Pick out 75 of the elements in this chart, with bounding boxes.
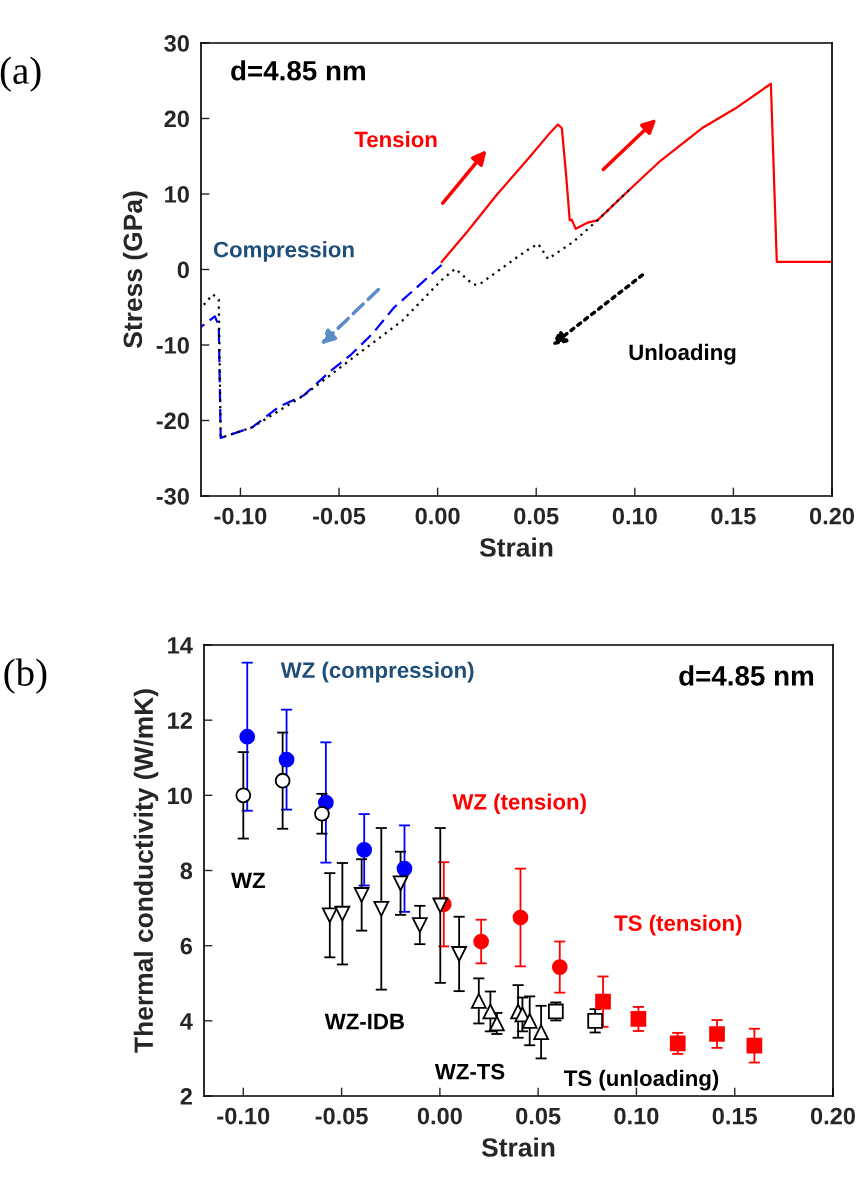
point bbox=[746, 1037, 763, 1054]
annotation: Unloading bbox=[629, 343, 736, 365]
y-tick-label: 14 bbox=[168, 637, 193, 654]
annotation: d=4.85 nm bbox=[231, 60, 365, 81]
annotation: TS (tension) bbox=[614, 914, 742, 936]
line-series bbox=[201, 263, 443, 439]
y-tick-label: 10 bbox=[168, 787, 192, 805]
line-series bbox=[440, 82, 832, 264]
x-tick-label: 0.00 bbox=[417, 1107, 462, 1125]
x-tick-label: -0.05 bbox=[315, 1107, 368, 1125]
y-tick-label: 4 bbox=[180, 1013, 193, 1030]
point bbox=[709, 1026, 725, 1042]
y-axis-title: Thermal conductivity (W/mK) bbox=[133, 689, 159, 1053]
x-tick-label: -0.05 bbox=[313, 507, 366, 525]
annotation: Tension bbox=[354, 131, 437, 148]
point bbox=[482, 1003, 499, 1020]
annotation: WZ (compression) bbox=[280, 661, 474, 683]
annotation: Compression bbox=[213, 241, 354, 262]
point bbox=[587, 1012, 604, 1029]
point bbox=[392, 875, 409, 892]
point bbox=[373, 900, 390, 917]
point bbox=[630, 1011, 647, 1027]
x-tick-label: 0.00 bbox=[415, 507, 460, 525]
y-tick-label: 10 bbox=[165, 186, 189, 203]
point bbox=[321, 907, 338, 924]
annotation: WZ bbox=[231, 872, 265, 888]
y-axis-title: Stress (GPa) bbox=[122, 191, 148, 348]
point bbox=[396, 860, 413, 877]
x-tick-label: 0.20 bbox=[810, 1107, 856, 1125]
point bbox=[278, 751, 295, 768]
y-tick-label: 30 bbox=[164, 35, 189, 52]
point bbox=[669, 1035, 686, 1052]
annotation: d=4.85 nm bbox=[679, 665, 814, 686]
x-tick-label: 0.10 bbox=[612, 507, 657, 525]
y-tick-label: 6 bbox=[180, 937, 193, 955]
y-tick-label: 20 bbox=[164, 110, 189, 128]
point bbox=[521, 1012, 538, 1029]
point bbox=[473, 933, 490, 950]
y-tick-label: 8 bbox=[180, 862, 193, 880]
point bbox=[411, 917, 428, 933]
y-tick-label: 12 bbox=[168, 712, 192, 729]
x-tick-label: 0.05 bbox=[516, 1107, 561, 1125]
point bbox=[274, 772, 291, 789]
point bbox=[235, 787, 252, 804]
point bbox=[512, 909, 529, 926]
y-tick-label: -30 bbox=[156, 488, 189, 505]
point bbox=[470, 993, 487, 1009]
y-tick-label: -20 bbox=[156, 412, 189, 430]
x-tick-label: 0.20 bbox=[809, 507, 855, 525]
y-tick-label: 2 bbox=[180, 1088, 192, 1105]
point bbox=[595, 993, 611, 1010]
y-tick-label: -10 bbox=[156, 337, 189, 354]
point bbox=[551, 959, 568, 975]
y-tick-label: 0 bbox=[177, 261, 189, 279]
x-tick-label: -0.10 bbox=[217, 1107, 270, 1125]
point bbox=[356, 841, 373, 858]
x-tick-label: 0.15 bbox=[712, 1107, 758, 1125]
annotation: WZ (tension) bbox=[452, 793, 586, 815]
annotation: WZ-TS bbox=[434, 1063, 505, 1080]
annotation: TS (unloading) bbox=[564, 1069, 719, 1091]
point bbox=[239, 728, 256, 745]
x-tick-label: 0.10 bbox=[614, 1107, 659, 1125]
x-axis-title: Strain bbox=[479, 537, 553, 557]
point bbox=[334, 905, 351, 922]
x-axis-title: Strain bbox=[481, 1137, 555, 1157]
annotation: WZ-IDB bbox=[324, 1013, 404, 1030]
point bbox=[353, 887, 370, 903]
text: (a) bbox=[0, 56, 41, 92]
point bbox=[451, 946, 467, 962]
point bbox=[533, 1024, 549, 1040]
x-tick-label: -0.10 bbox=[214, 507, 267, 525]
x-tick-label: 0.05 bbox=[514, 507, 559, 525]
x-tick-label: 0.15 bbox=[711, 507, 756, 525]
text: (b) bbox=[4, 658, 47, 694]
point bbox=[314, 805, 330, 822]
